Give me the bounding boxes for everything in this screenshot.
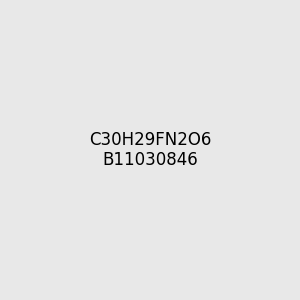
Text: C30H29FN2O6
B11030846: C30H29FN2O6 B11030846 <box>89 130 211 170</box>
